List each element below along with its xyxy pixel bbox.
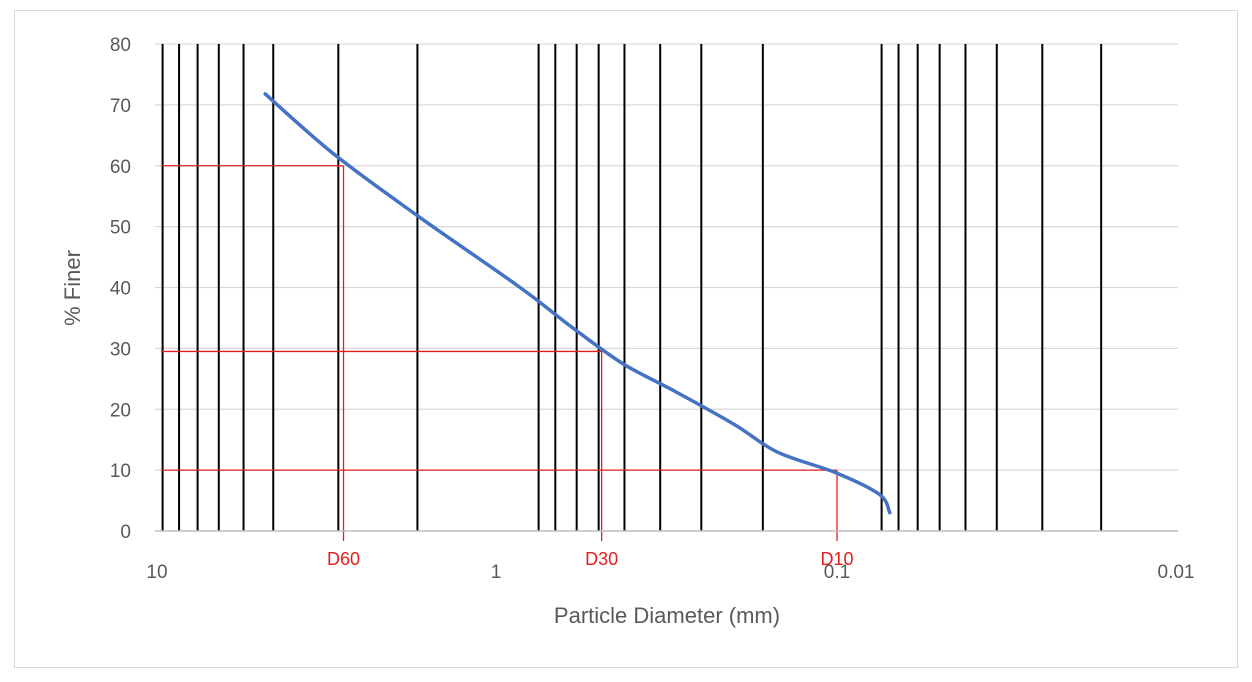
y-tick-label: 70 [110, 96, 131, 117]
d-labels: D60 D30 D10 [327, 549, 854, 569]
y-tick-label: 0 [120, 522, 131, 543]
d-label: D60 [327, 549, 360, 569]
x-tick-label: 0.01 [1158, 562, 1195, 583]
y-gridlines [155, 43, 1178, 471]
x-tick-label: 0.1 [824, 562, 850, 583]
y-tick-label: 40 [110, 279, 131, 300]
d-label: D30 [585, 549, 618, 569]
d-reference-lines [161, 165, 838, 541]
x-tick-label: 10 [146, 562, 167, 583]
y-axis-title: % Finer [60, 250, 85, 326]
y-tick-label: 50 [110, 218, 131, 239]
sieve-lines [161, 44, 1103, 531]
x-tick-labels: 10 1 0.1 0.01 [146, 562, 1194, 583]
y-tick-label: 80 [110, 35, 131, 56]
gradation-curve [263, 92, 892, 515]
y-tick-label: 10 [110, 461, 131, 482]
y-tick-labels: 0 10 20 30 40 50 60 70 80 [110, 35, 131, 543]
x-axis-title: Particle Diameter (mm) [554, 603, 780, 628]
x-tick-label: 1 [491, 562, 502, 583]
d-label: D10 [820, 549, 853, 569]
y-tick-label: 30 [110, 339, 131, 360]
y-tick-label: 60 [110, 157, 131, 178]
y-tick-label: 20 [110, 400, 131, 421]
